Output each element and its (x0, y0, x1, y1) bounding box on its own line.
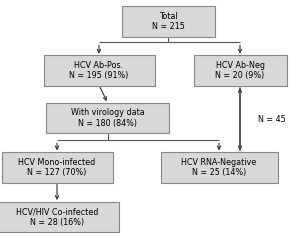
Text: N = 215: N = 215 (152, 22, 184, 31)
Text: N = 28 (16%): N = 28 (16%) (30, 218, 84, 227)
Text: HCV Mono-infected: HCV Mono-infected (18, 158, 96, 167)
Text: With virology data: With virology data (71, 108, 145, 117)
Text: HCV RNA-Negative: HCV RNA-Negative (182, 158, 256, 167)
Text: N = 180 (84%): N = 180 (84%) (79, 119, 137, 128)
FancyBboxPatch shape (122, 6, 214, 37)
Text: HCV Ab-Pos.: HCV Ab-Pos. (74, 61, 124, 70)
FancyBboxPatch shape (44, 55, 154, 86)
FancyBboxPatch shape (2, 152, 112, 183)
Text: N = 195 (91%): N = 195 (91%) (69, 72, 129, 80)
Text: N = 20 (9%): N = 20 (9%) (215, 72, 265, 80)
Text: N = 45: N = 45 (258, 115, 286, 124)
FancyBboxPatch shape (160, 152, 278, 183)
FancyBboxPatch shape (194, 55, 286, 86)
Text: Total: Total (159, 12, 177, 21)
Text: N = 25 (14%): N = 25 (14%) (192, 168, 246, 177)
FancyBboxPatch shape (0, 202, 118, 232)
Text: HCV Ab-Neg: HCV Ab-Neg (215, 61, 265, 70)
Text: HCV/HIV Co-infected: HCV/HIV Co-infected (16, 207, 98, 216)
FancyBboxPatch shape (46, 103, 169, 133)
Text: N = 127 (70%): N = 127 (70%) (27, 168, 87, 177)
